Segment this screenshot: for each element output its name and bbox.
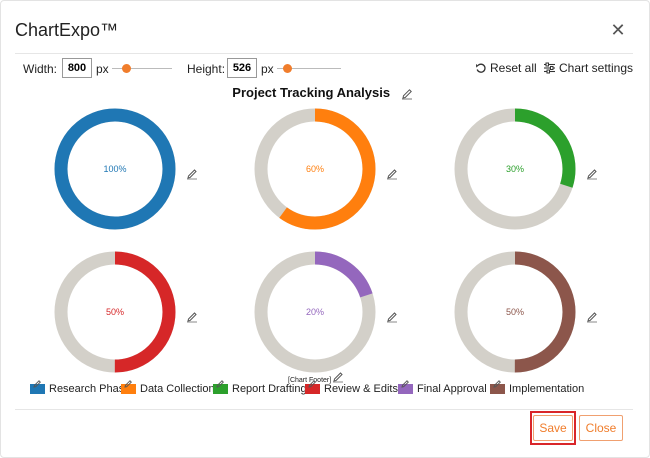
header-divider xyxy=(15,53,633,54)
legend-item[interactable]: Final Approval xyxy=(398,380,487,395)
legend-label: Data Collection xyxy=(140,383,215,395)
chart-footer: [Chart Footer] xyxy=(288,377,332,384)
legend-swatch xyxy=(213,380,228,394)
legend-label: Final Approval xyxy=(417,383,487,395)
donut-percent-label: 30% xyxy=(506,164,524,174)
donut-value-arc[interactable] xyxy=(454,108,576,230)
width-slider-track[interactable] xyxy=(112,68,172,69)
width-unit: px xyxy=(96,62,109,76)
edit-legend-pencil-icon[interactable] xyxy=(213,380,228,390)
donut-5[interactable]: 20% xyxy=(254,251,376,373)
footer-divider xyxy=(15,409,633,410)
height-slider-thumb[interactable] xyxy=(283,64,292,73)
donut-6[interactable]: 50% xyxy=(454,251,576,373)
save-button-highlight xyxy=(530,411,576,445)
donut-value-arc[interactable] xyxy=(54,108,176,230)
legend-label: Review & Edits xyxy=(324,383,398,395)
legend-swatch xyxy=(490,380,505,394)
height-slider-track[interactable] xyxy=(277,68,341,69)
donut-1[interactable]: 100% xyxy=(54,108,176,230)
width-input[interactable] xyxy=(62,58,92,78)
chart-legend: Research Phase Data Collection Report Draf… xyxy=(0,380,650,399)
chart-title: Project Tracking Analysis xyxy=(0,85,650,100)
donut-percent-label: 20% xyxy=(306,307,324,317)
height-label: Height: xyxy=(187,62,226,76)
legend-item[interactable]: Data Collection xyxy=(121,380,215,395)
edit-legend-pencil-icon[interactable] xyxy=(305,380,320,390)
toolbar: Width: px Height: px Reset all Chart set… xyxy=(0,58,650,80)
legend-item[interactable]: Report Drafting xyxy=(213,380,307,395)
reset-all-label: Reset all xyxy=(490,61,537,75)
reset-all-button[interactable]: Reset all xyxy=(475,61,537,75)
edit-legend-pencil-icon[interactable] xyxy=(121,380,136,390)
legend-item[interactable]: Implementation xyxy=(490,380,585,395)
donut-percent-label: 100% xyxy=(103,164,126,174)
edit-legend-pencil-icon[interactable] xyxy=(398,380,413,390)
edit-donut-pencil-icon[interactable] xyxy=(187,312,197,323)
chart-settings-button[interactable]: Chart settings xyxy=(543,61,633,75)
donut-4[interactable]: 50% xyxy=(54,251,176,373)
edit-legend-pencil-icon[interactable] xyxy=(490,380,505,390)
save-button[interactable]: Save xyxy=(533,415,573,441)
legend-item[interactable]: Review & Edits xyxy=(305,380,398,395)
donut-2[interactable]: 60% xyxy=(254,108,376,230)
legend-swatch xyxy=(398,380,413,394)
donut-value-arc[interactable] xyxy=(254,251,376,373)
edit-donut-pencil-icon[interactable] xyxy=(587,169,597,180)
edit-footer-pencil-icon[interactable] xyxy=(333,372,343,383)
height-input[interactable] xyxy=(227,58,257,78)
edit-donut-pencil-icon[interactable] xyxy=(387,169,397,180)
chart-title-text: Project Tracking Analysis xyxy=(232,85,391,100)
legend-swatch xyxy=(305,380,320,394)
reset-icon xyxy=(476,63,486,73)
donut-value-arc[interactable] xyxy=(54,251,176,373)
edit-donut-pencil-icon[interactable] xyxy=(387,312,397,323)
width-slider-thumb[interactable] xyxy=(122,64,131,73)
width-label: Width: xyxy=(23,62,58,76)
legend-item[interactable]: Research Phase xyxy=(30,380,131,395)
settings-icon xyxy=(544,62,555,74)
edit-legend-pencil-icon[interactable] xyxy=(30,380,45,390)
close-icon[interactable]: ✕ xyxy=(610,20,626,40)
app-title: ChartExpo™ xyxy=(15,20,119,40)
donut-value-arc[interactable] xyxy=(254,108,376,230)
donut-percent-label: 50% xyxy=(506,307,524,317)
close-button[interactable]: Close xyxy=(579,415,623,441)
legend-label: Report Drafting xyxy=(232,383,307,395)
edit-donut-pencil-icon[interactable] xyxy=(587,312,597,323)
legend-label: Research Phase xyxy=(49,383,131,395)
edit-donut-pencil-icon[interactable] xyxy=(187,169,197,180)
chart-settings-label: Chart settings xyxy=(559,61,634,75)
donut-value-arc[interactable] xyxy=(454,251,576,373)
donut-percent-label: 60% xyxy=(306,164,324,174)
legend-swatch xyxy=(121,380,136,394)
height-unit: px xyxy=(261,62,274,76)
legend-swatch xyxy=(30,380,45,394)
legend-label: Implementation xyxy=(509,383,585,395)
donut-3[interactable]: 30% xyxy=(454,108,576,230)
donut-percent-label: 50% xyxy=(106,307,124,317)
edit-title-pencil-icon[interactable] xyxy=(401,88,413,100)
